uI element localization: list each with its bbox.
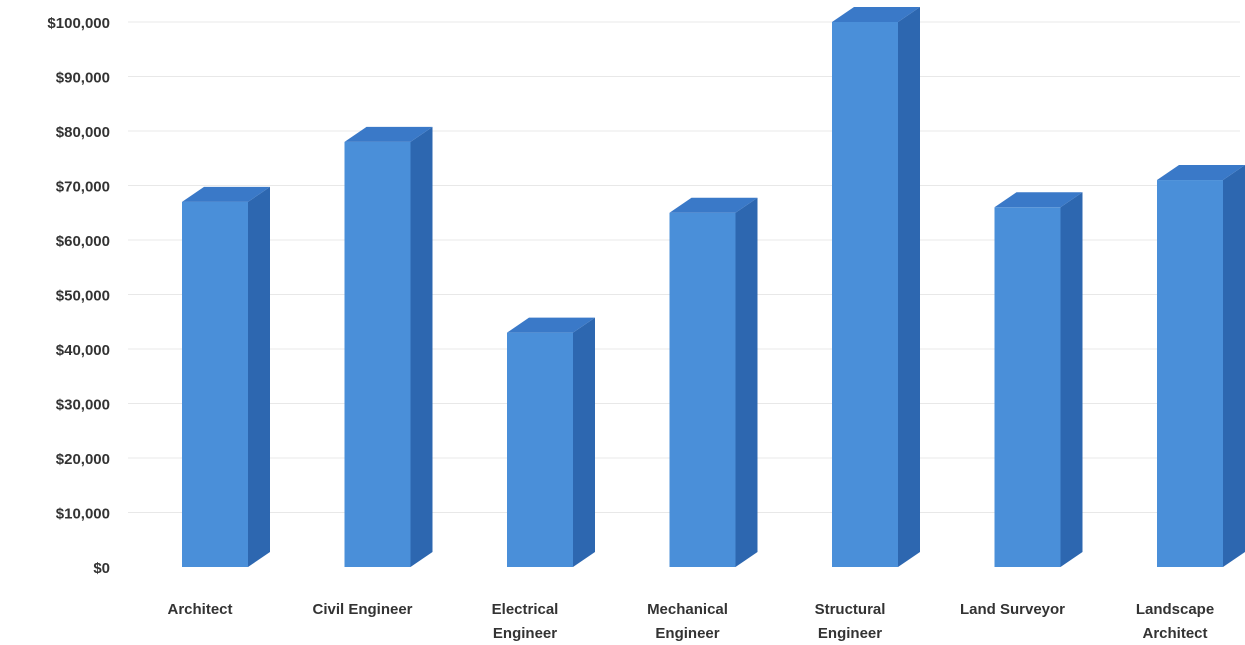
x-tick-label-line: Structural	[815, 601, 886, 618]
bar-front-face	[1157, 180, 1223, 568]
bar-top-face	[832, 7, 920, 22]
y-tick-label: $10,000	[56, 506, 110, 523]
bar-side-face	[735, 197, 758, 567]
bar-front-face	[182, 201, 248, 567]
x-tick-label-line: Architect	[1142, 625, 1207, 642]
bar	[182, 186, 270, 567]
x-tick-label: Electrical Engineer	[492, 601, 559, 642]
bar-side-face	[248, 186, 270, 567]
bar-top-face	[994, 192, 1083, 208]
bar	[669, 197, 758, 567]
x-tick-label: Civil Engineer	[312, 601, 412, 618]
x-tick-label: Mechanical Engineer	[647, 601, 728, 642]
x-axis-tick-labels: Architect Civil Engineer Electrical Enginee…	[167, 601, 1214, 642]
y-tick-label: $0	[93, 560, 110, 577]
y-tick-label: $30,000	[56, 397, 110, 414]
bar	[344, 126, 433, 568]
x-tick-label-line: Land Surveyor	[960, 601, 1065, 618]
y-tick-label: $70,000	[56, 179, 110, 196]
bar	[1157, 165, 1245, 568]
bar-side-face	[898, 7, 920, 567]
bar-top-face	[507, 317, 595, 333]
bar-front-face	[507, 332, 573, 567]
x-tick-label-line: Engineer	[818, 625, 882, 642]
bar	[832, 7, 920, 567]
x-tick-label: Landscape Architect	[1136, 601, 1214, 642]
bar-front-face	[994, 207, 1061, 568]
bars	[182, 7, 1245, 568]
x-tick-label: Land Surveyor	[960, 601, 1065, 618]
y-axis-tick-labels: $0 $10,000 $20,000 $30,000 $40,000 $50,000 $60…	[47, 15, 110, 577]
y-tick-label: $50,000	[56, 288, 110, 305]
y-tick-label: $100,000	[47, 15, 110, 32]
x-tick-label-line: Architect	[167, 601, 232, 618]
x-tick-label-line: Mechanical	[647, 601, 728, 618]
bar-top-face	[669, 197, 758, 213]
y-tick-label: $90,000	[56, 70, 110, 87]
bar-side-face	[1060, 192, 1083, 568]
x-tick-label-line: Engineer	[655, 625, 719, 642]
y-tick-label: $20,000	[56, 451, 110, 468]
bar-side-face	[1223, 165, 1245, 568]
bar-side-face	[410, 126, 433, 568]
x-tick-label-line: Engineer	[493, 625, 557, 642]
x-tick-label: Architect	[167, 601, 232, 618]
y-tick-label: $80,000	[56, 124, 110, 141]
bar-side-face	[573, 317, 595, 567]
y-tick-label: $60,000	[56, 233, 110, 250]
bar-top-face	[1157, 165, 1245, 181]
y-tick-label: $40,000	[56, 342, 110, 359]
x-tick-label: Structural Engineer	[815, 601, 886, 642]
x-tick-label-line: Civil Engineer	[312, 601, 412, 618]
bar	[507, 317, 595, 567]
x-tick-label-line: Landscape	[1136, 601, 1214, 618]
bar-front-face	[344, 141, 411, 567]
bar	[994, 192, 1083, 568]
bar-front-face	[832, 22, 898, 567]
x-tick-label-line: Electrical	[492, 601, 559, 618]
bar-top-face	[344, 126, 433, 142]
bar-front-face	[669, 212, 736, 567]
bar-top-face	[182, 186, 270, 202]
